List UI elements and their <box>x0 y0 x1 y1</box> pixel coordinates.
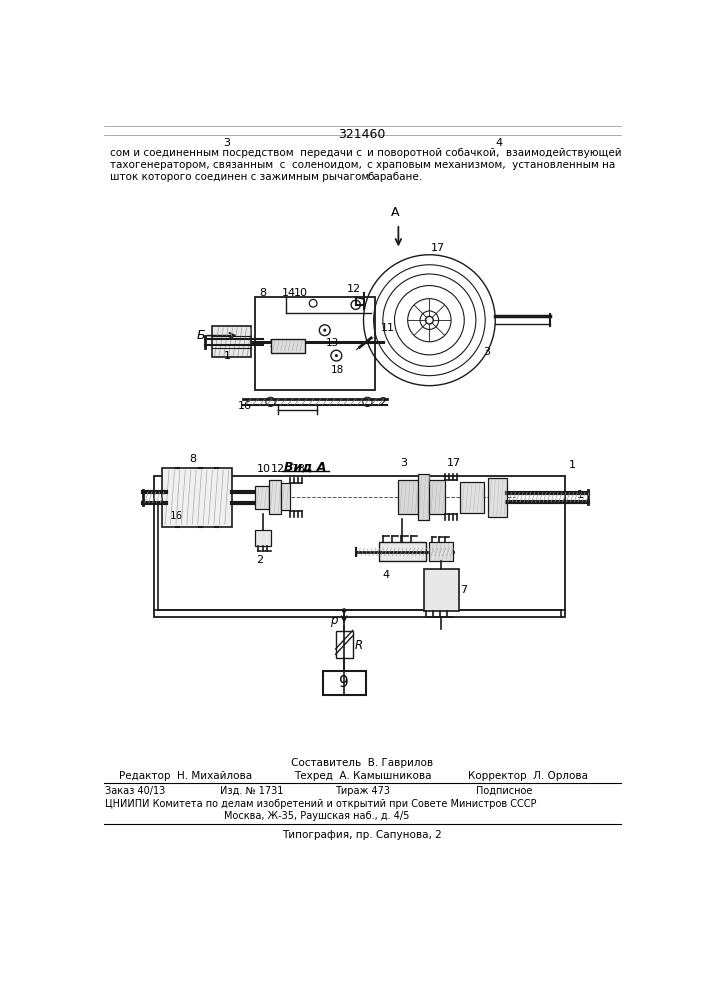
Text: 1: 1 <box>569 460 576 470</box>
Text: 10: 10 <box>257 464 271 474</box>
Bar <box>336 631 353 658</box>
Text: 2: 2 <box>257 555 264 565</box>
Text: 5: 5 <box>426 570 433 580</box>
Bar <box>271 339 305 353</box>
Text: 17: 17 <box>431 243 445 253</box>
Text: 13: 13 <box>327 338 339 348</box>
Text: Корректор  Л. Орлова: Корректор Л. Орлова <box>468 771 588 781</box>
Text: 8: 8 <box>189 454 197 464</box>
Text: ЦНИИПИ Комитета по делам изобретений и открытий при Совете Министров СССР: ЦНИИПИ Комитета по делам изобретений и о… <box>105 799 537 809</box>
Circle shape <box>341 608 346 613</box>
Text: 7: 7 <box>460 585 467 595</box>
Text: 3: 3 <box>400 458 407 468</box>
Text: сом и соединенным посредством  передачи с
тахогенератором, связанным  с  соленои: сом и соединенным посредством передачи с… <box>110 148 369 182</box>
Text: Б: Б <box>197 329 206 342</box>
Bar <box>269 480 281 514</box>
Text: Москва, Ж-35, Раушская наб., д. 4/5: Москва, Ж-35, Раушская наб., д. 4/5 <box>224 811 409 821</box>
Text: Составитель  В. Гаврилов: Составитель В. Гаврилов <box>291 758 433 768</box>
Bar <box>488 478 507 517</box>
Text: 12: 12 <box>271 464 285 474</box>
Bar <box>418 474 429 520</box>
Text: 17: 17 <box>446 458 460 468</box>
Text: Типография, пр. Сапунова, 2: Типография, пр. Сапунова, 2 <box>282 830 442 840</box>
Text: р: р <box>330 614 338 627</box>
Bar <box>424 569 459 611</box>
Text: 11: 11 <box>381 323 395 333</box>
Bar <box>281 483 290 510</box>
Bar <box>255 297 375 389</box>
Text: Заказ 40/13: Заказ 40/13 <box>105 786 165 796</box>
Bar <box>460 482 484 513</box>
Text: 16: 16 <box>170 511 183 521</box>
Text: Изд. № 1731: Изд. № 1731 <box>220 786 284 796</box>
Text: и поворотной собачкой,  взаимодействующей
с храповым механизмом,  установленным : и поворотной собачкой, взаимодействующей… <box>368 148 622 182</box>
Bar <box>429 480 445 514</box>
Text: 10: 10 <box>293 288 308 298</box>
Text: 9: 9 <box>339 675 349 690</box>
Text: 16: 16 <box>238 401 252 411</box>
Bar <box>398 480 418 514</box>
Circle shape <box>331 350 341 361</box>
Bar <box>255 530 271 546</box>
Text: R: R <box>355 639 363 652</box>
Circle shape <box>335 354 338 357</box>
Text: 4: 4 <box>496 138 503 148</box>
Text: 15: 15 <box>269 339 283 349</box>
Bar <box>212 326 251 357</box>
Circle shape <box>323 329 327 332</box>
Text: Тираж 473: Тираж 473 <box>335 786 390 796</box>
Text: 6: 6 <box>449 570 456 580</box>
Text: 3: 3 <box>223 138 230 148</box>
Circle shape <box>320 325 330 336</box>
Text: 13: 13 <box>291 464 305 474</box>
Text: Редактор  Н. Михайлова: Редактор Н. Михайлова <box>119 771 252 781</box>
Text: 3: 3 <box>484 347 491 357</box>
Text: Вид А: Вид А <box>284 460 327 473</box>
Text: A: A <box>391 206 399 219</box>
Text: 4: 4 <box>383 570 390 580</box>
Text: 1: 1 <box>577 490 583 500</box>
Bar <box>255 486 269 509</box>
Text: 18: 18 <box>331 365 344 375</box>
Text: 1: 1 <box>224 351 231 361</box>
Text: 8: 8 <box>259 288 266 298</box>
Text: 321460: 321460 <box>338 128 385 141</box>
Bar <box>323 671 366 695</box>
Bar <box>162 468 232 527</box>
Bar <box>379 542 426 561</box>
Bar <box>429 542 452 561</box>
Text: 14: 14 <box>282 288 296 298</box>
Text: 12: 12 <box>346 284 361 294</box>
Text: 2: 2 <box>379 397 386 407</box>
Text: Техред  А. Камышникова: Техред А. Камышникова <box>293 771 431 781</box>
Text: Подписное: Подписное <box>476 786 532 796</box>
Bar <box>154 476 565 617</box>
